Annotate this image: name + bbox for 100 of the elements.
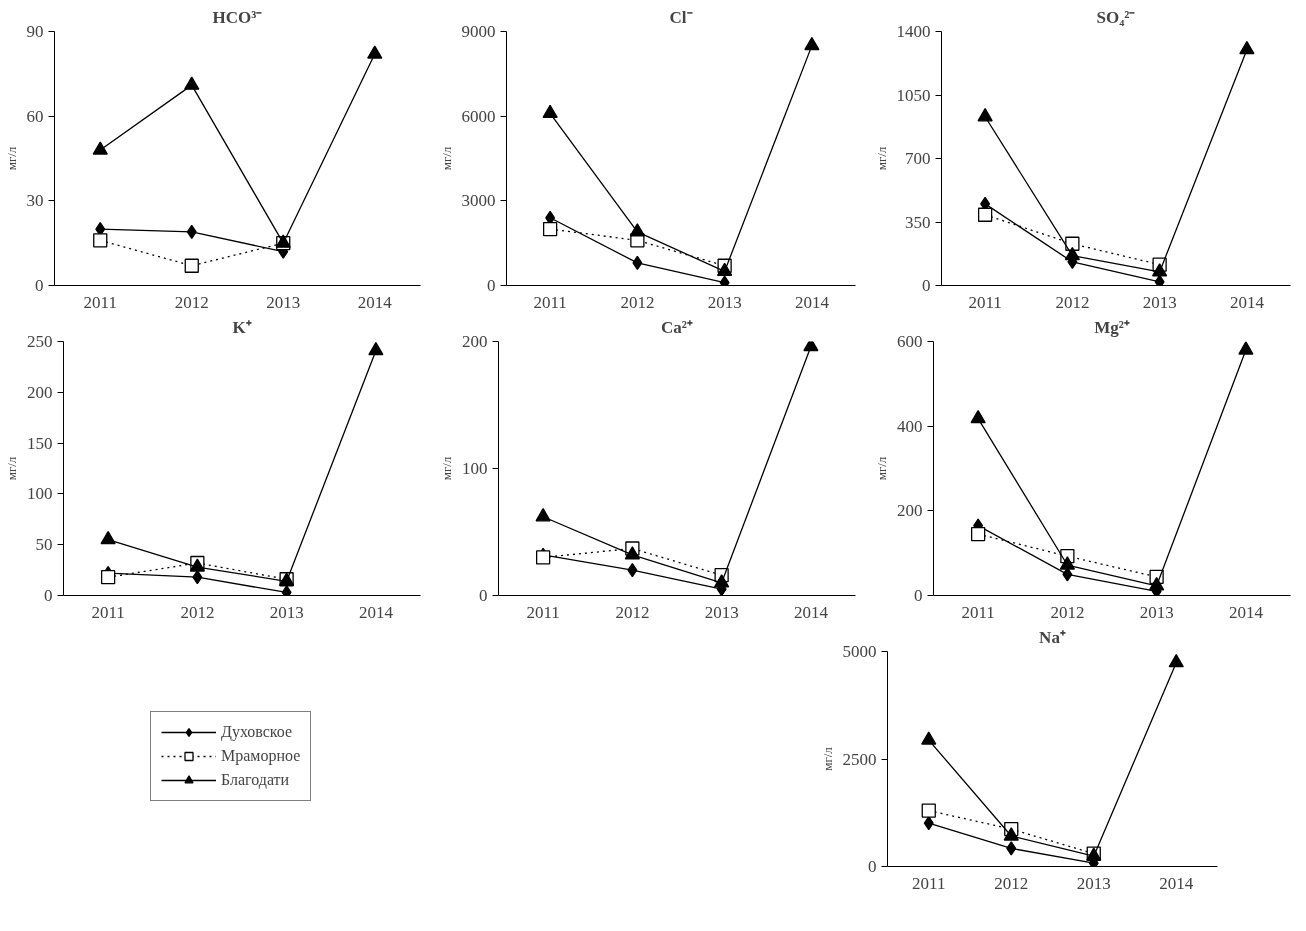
point (100, 530, 116, 545)
x-tick-label: 2011 (533, 292, 567, 312)
x-tick-label: 2014 (793, 602, 829, 622)
point (92, 141, 108, 155)
x-tick-label: 2013 (1139, 602, 1174, 622)
point (970, 409, 986, 424)
point (1148, 577, 1165, 591)
y-tick-label: 250 (27, 332, 53, 351)
point (804, 36, 820, 51)
point (1059, 556, 1076, 570)
x-tick-label: 2011 (91, 602, 125, 622)
y-tick-label: 0 (479, 586, 488, 605)
point (367, 45, 383, 59)
y-tick-label: 50 (35, 535, 53, 555)
y-tick-label: 200 (897, 501, 923, 521)
y-tick-label: 700 (905, 149, 931, 168)
point (716, 262, 733, 277)
point (624, 546, 641, 560)
y-tick-label: 200 (27, 382, 53, 402)
y-tick-label: 400 (897, 416, 923, 436)
point (368, 341, 384, 356)
y-tick-label: 100 (27, 484, 53, 504)
y-tick-label: 60 (26, 106, 44, 126)
y-tick-label: 6000 (461, 106, 496, 126)
y-tick-label: 600 (897, 332, 923, 351)
point (713, 574, 730, 588)
point (184, 258, 199, 273)
x-tick-label: 2012 (615, 602, 650, 622)
point (192, 570, 203, 585)
point (1062, 567, 1073, 582)
point (1006, 841, 1017, 856)
point (542, 104, 558, 119)
y-tick-label: 200 (462, 332, 488, 351)
y-tick-label: 0 (914, 586, 923, 605)
legend-label: Духовское (221, 723, 293, 741)
point (184, 76, 200, 90)
x-tick-label: 2014 (357, 292, 393, 312)
y-tick-label: 30 (26, 191, 44, 211)
x-tick-label: 2013 (1142, 292, 1177, 312)
y-axis-title: мг/л (873, 146, 889, 171)
x-tick-label: 2011 (968, 292, 1002, 312)
y-tick-label: 0 (35, 276, 44, 295)
point (1151, 263, 1168, 277)
x-tick-label: 2014 (358, 602, 394, 622)
y-tick-label: 350 (905, 212, 931, 232)
chart-title: Na⁺ (1039, 627, 1066, 647)
y-tick-label: 5000 (842, 642, 877, 661)
x-tick-label: 2014 (1228, 602, 1264, 622)
y-axis-title: мг/л (819, 746, 835, 771)
point (1238, 341, 1254, 355)
y-tick-label: 90 (26, 22, 44, 41)
point (970, 526, 986, 542)
x-tick-label: 2012 (620, 292, 655, 312)
point (629, 223, 646, 237)
y-tick-label: 100 (462, 459, 488, 478)
y-tick-label: 0 (922, 276, 931, 295)
y-tick-label: 1050 (896, 85, 931, 105)
y-tick-label: 2500 (842, 749, 877, 769)
chart-title: HCO³⁻ (212, 7, 263, 27)
y-axis-title: мг/л (439, 456, 454, 481)
y-axis-title: мг/л (438, 146, 454, 171)
point (977, 108, 993, 122)
point (535, 508, 551, 522)
x-tick-label: 2012 (174, 292, 209, 312)
point (977, 207, 993, 222)
x-tick-label: 2011 (83, 292, 117, 312)
x-tick-label: 2013 (269, 602, 304, 622)
point (281, 585, 292, 596)
chart-title: K⁺ (232, 317, 252, 337)
point (1065, 236, 1080, 251)
chart-title: Cl⁻ (669, 7, 693, 27)
chart-title: SO₄²⁻ (1096, 7, 1136, 27)
y-tick-label: 0 (44, 586, 53, 605)
x-tick-label: 2012 (1050, 602, 1085, 622)
point (1003, 827, 1019, 841)
x-tick-label: 2011 (961, 602, 995, 622)
y-tick-label: 9000 (461, 22, 496, 41)
point (921, 731, 937, 745)
legend-label: Благодати (221, 771, 290, 789)
x-tick-label: 2011 (526, 602, 560, 622)
point (100, 570, 116, 585)
x-tick-label: 2011 (912, 873, 946, 893)
point (542, 221, 558, 237)
y-axis-title: мг/л (4, 456, 19, 481)
x-tick-label: 2013 (1076, 873, 1111, 893)
x-tick-label: 2012 (180, 602, 215, 622)
y-axis-title: мг/л (874, 456, 889, 481)
point (93, 233, 108, 248)
x-tick-label: 2013 (266, 292, 301, 312)
y-tick-label: 3000 (461, 191, 496, 211)
y-axis-title: мг/л (3, 146, 19, 171)
chart-title: Mg²⁺ (1094, 317, 1130, 337)
x-tick-label: 2013 (707, 292, 742, 312)
x-tick-label: 2012 (994, 873, 1029, 893)
point (1239, 40, 1255, 55)
point (1064, 246, 1081, 261)
y-tick-label: 0 (487, 276, 496, 295)
x-tick-label: 2012 (1055, 292, 1090, 312)
chart-title: Ca²⁺ (661, 317, 693, 337)
y-tick-label: 0 (868, 857, 877, 876)
